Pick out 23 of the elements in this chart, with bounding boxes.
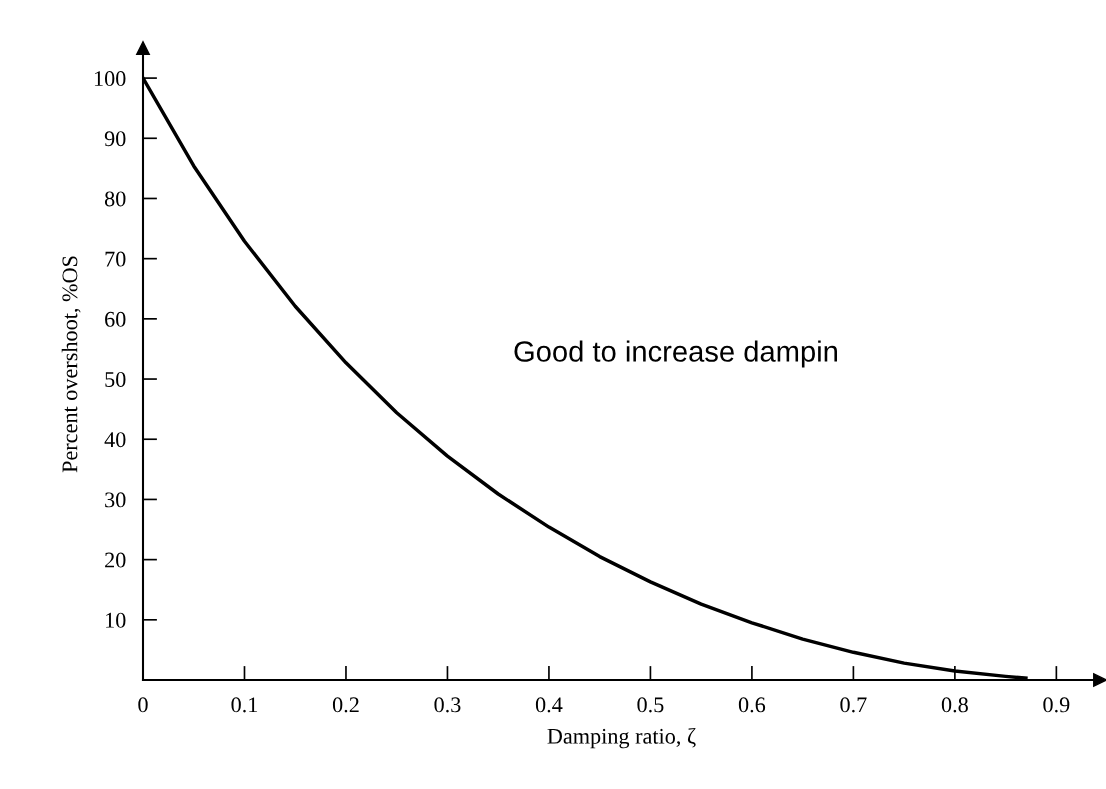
annotation: Good to increase dampin <box>514 340 837 368</box>
x-tick-label: 0.3 <box>434 697 461 713</box>
x-tick-label: 0.5 <box>637 697 664 713</box>
y-tick-label: 60 <box>105 311 126 327</box>
x-tick-label: 0.4 <box>535 697 563 713</box>
x-axis-title: Damping ratio, ζ <box>547 727 696 749</box>
y-axis-title: Percent overshoot, %OS <box>61 256 81 473</box>
x-tick-label: 0.8 <box>941 697 968 713</box>
x-tick-label: 0.2 <box>332 697 359 713</box>
y-tick-label: 10 <box>106 612 126 628</box>
x-tick-label: 0.1 <box>231 697 258 713</box>
y-tick-label: 30 <box>105 492 126 508</box>
y-tick-label: 70 <box>105 251 126 267</box>
y-tick-label: 40 <box>104 432 126 448</box>
y-tick-label: 100 <box>94 71 126 87</box>
x-tick-label: 0 <box>138 697 148 713</box>
y-tick-label: 50 <box>105 371 126 387</box>
y-tick-label: 80 <box>104 191 126 207</box>
x-tick-label: 0.6 <box>738 697 766 713</box>
x-tick-label: 0.7 <box>840 697 867 713</box>
y-tick-label: 90 <box>104 131 126 147</box>
x-tick-label: 0.9 <box>1043 697 1070 713</box>
y-tick-label: 20 <box>105 552 126 568</box>
